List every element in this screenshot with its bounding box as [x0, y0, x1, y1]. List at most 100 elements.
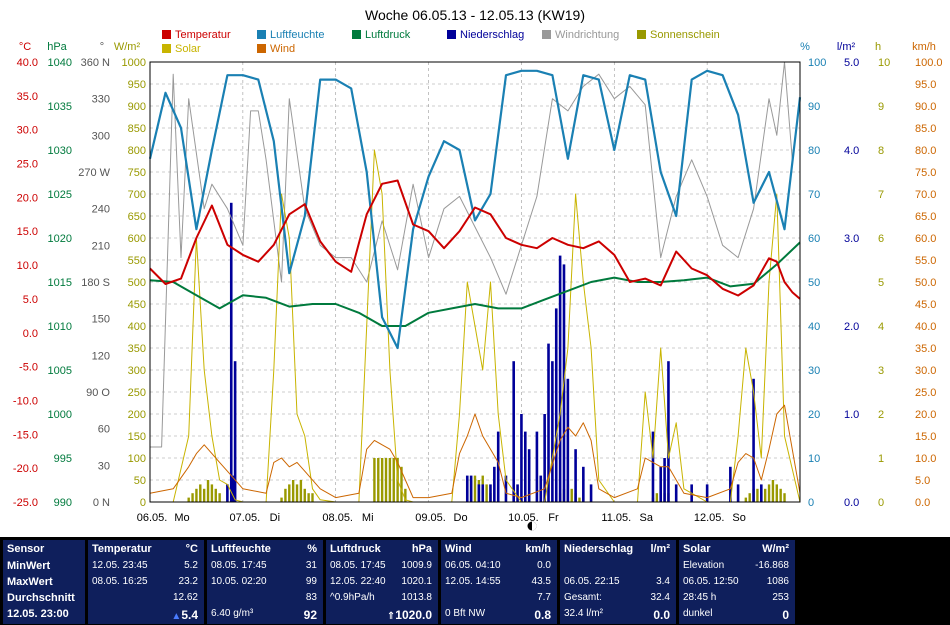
y-tick-temp: 40.0 [17, 57, 38, 69]
y-tick-solar: 600 [128, 233, 146, 245]
y-tick-humidity: 30 [808, 365, 820, 377]
y-tick-pressure: 995 [54, 453, 72, 465]
y-tick-wind: 15.0 [915, 431, 936, 443]
legend-swatch [162, 44, 171, 53]
temperature-header: Temperatur [92, 543, 152, 555]
sunshine-bar [214, 488, 217, 502]
y-tick-wind: 40.0 [915, 321, 936, 333]
y-tick-wind: 75.0 [915, 167, 936, 179]
y-tick-rain: 1.0 [844, 409, 859, 421]
sunshine-bar [199, 484, 202, 502]
rain-column: Niederschlag l/m² 06.05. 22:15 3.4 Gesamt… [560, 540, 676, 624]
sunshine-bar [756, 488, 759, 502]
y-tick-humidity: 0 [808, 497, 814, 509]
sunshine-bar [763, 488, 767, 502]
y-tick-sunshine: 0 [878, 497, 884, 509]
sunshine-bar [783, 493, 786, 502]
y-tick-winddir: 210 [92, 240, 110, 252]
y-tick-solar: 750 [128, 167, 146, 179]
x-tick-label: 06.05. [137, 512, 168, 524]
y-tick-pressure: 1035 [48, 101, 72, 113]
y-tick-winddir: 300 [92, 130, 110, 142]
sunshine-bar [744, 497, 748, 502]
sunshine-bar [191, 493, 194, 502]
rain-bar [566, 378, 570, 502]
axis-unit-labels: °C hPa ° W/m²% l/m² h km/h [19, 41, 936, 53]
y-tick-pressure: 1015 [48, 277, 72, 289]
sunshine-bar [187, 497, 190, 502]
humidity-unit: % [307, 543, 317, 555]
y-tick-solar: 1000 [122, 57, 146, 69]
unit-label-pressure: hPa [47, 41, 67, 53]
legend-swatch [542, 30, 551, 39]
rain-bar [705, 484, 709, 502]
y-tick-sunshine: 7 [878, 189, 884, 201]
rain-bar [752, 378, 755, 502]
x-tick-label: 07.05. [230, 512, 261, 524]
y-tick-solar: 850 [128, 123, 146, 135]
x-day-label: So [732, 512, 745, 524]
line-series [148, 61, 802, 503]
y-tick-sunshine: 3 [878, 365, 884, 377]
y-tick-humidity: 90 [808, 101, 820, 113]
y-axes: 40.035.030.025.020.015.010.05.00.0-5.0-1… [13, 57, 943, 509]
x-day-label: Sa [640, 512, 654, 524]
y-tick-temp: 25.0 [17, 159, 38, 171]
rain-bar [535, 431, 539, 502]
rain-unit: l/m² [650, 543, 670, 555]
sunshine-bar [578, 497, 581, 502]
rain-bar [574, 449, 577, 502]
chart-grid [150, 62, 800, 502]
trend-up-icon: ⇑ [386, 611, 396, 622]
legend-label: Niederschlag [460, 29, 524, 41]
sunshine-bar [373, 458, 376, 502]
y-tick-temp: 35.0 [17, 91, 38, 103]
sunshine-bar [307, 493, 310, 502]
y-tick-solar: 800 [128, 145, 146, 157]
y-tick-temp: 5.0 [23, 294, 38, 306]
sensor-row-max: MaxWert [7, 576, 53, 588]
sunshine-bar [288, 484, 291, 502]
x-tick-label: 09.05. [415, 512, 446, 524]
y-tick-solar: 0 [140, 497, 146, 509]
rain-bar [582, 466, 585, 502]
x-tick-label: 11.05. [601, 512, 631, 524]
y-tick-wind: 0.0 [915, 497, 930, 509]
y-tick-solar: 950 [128, 79, 146, 91]
sunshine-bar [485, 484, 488, 502]
y-tick-wind: 35.0 [915, 343, 936, 355]
unit-label-humidity: % [800, 41, 810, 53]
y-tick-solar: 100 [128, 453, 146, 465]
y-tick-temp: 20.0 [17, 192, 38, 204]
sunshine-bar [767, 484, 771, 502]
y-tick-temp: 15.0 [17, 226, 38, 238]
rain-bar [523, 431, 527, 502]
rain-bar [516, 484, 519, 502]
y-tick-sunshine: 6 [878, 233, 884, 245]
rain-bar [659, 466, 663, 502]
y-tick-winddir: 30 [98, 460, 110, 472]
y-tick-winddir: 240 [92, 204, 110, 216]
x-day-label: Fr [548, 512, 559, 524]
x-day-label: Mo [174, 512, 189, 524]
sensor-row-min: MinWert [7, 560, 51, 572]
y-tick-winddir: 360 N [81, 57, 110, 69]
humidity-column: Luftfeuchte % 08.05. 17:45 31 10.05. 02:2… [207, 540, 323, 624]
sunshine-bar [473, 475, 477, 502]
y-tick-temp: -5.0 [19, 362, 38, 374]
unit-label-wind: km/h [912, 41, 936, 53]
y-tick-wind: 25.0 [915, 387, 936, 399]
y-tick-solar: 550 [128, 255, 146, 267]
solar-unit: W/m² [762, 543, 789, 555]
y-tick-sunshine: 8 [878, 145, 884, 157]
rain-bar [477, 484, 481, 502]
y-tick-solar: 500 [128, 277, 146, 289]
pressure-current: ⇑1020.0 [386, 608, 432, 622]
y-tick-wind: 45.0 [915, 299, 936, 311]
legend-label: Temperatur [175, 29, 231, 41]
y-tick-sunshine: 1 [878, 453, 884, 465]
legend-swatch [257, 44, 266, 53]
x-day-label: Do [454, 512, 468, 524]
y-tick-wind: 30.0 [915, 365, 936, 377]
x-tick-label: 10.05. [508, 512, 539, 524]
